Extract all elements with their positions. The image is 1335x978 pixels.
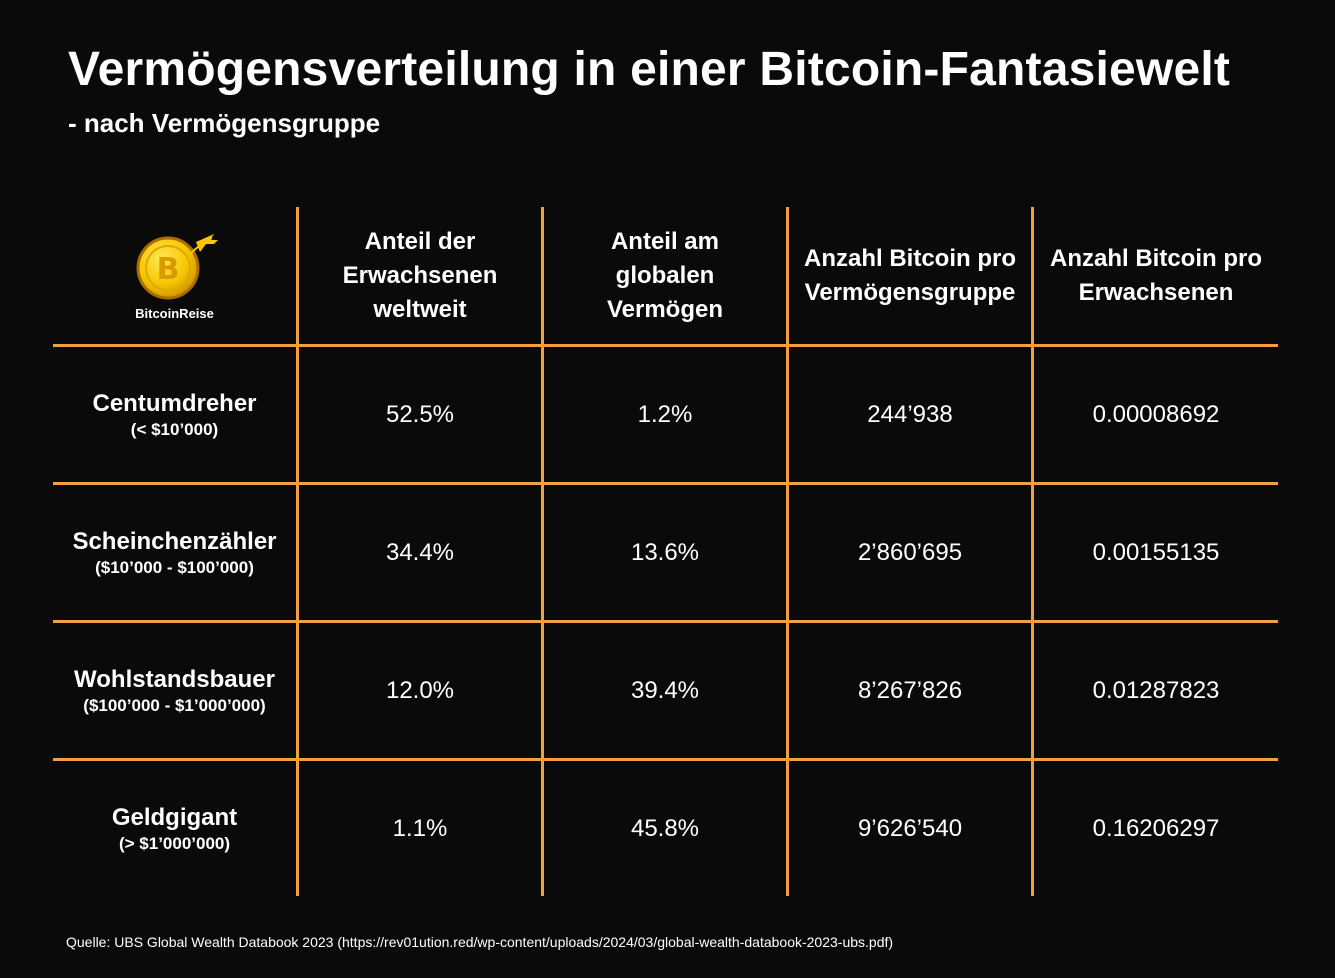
- row-divider: [53, 344, 1278, 347]
- group-name: Centumdreher: [92, 389, 257, 417]
- row-label-wohlstandsbauer: Wohlstandsbauer ($100’000 - $1’000’000): [53, 623, 296, 758]
- cell-value: 52.5%: [385, 400, 455, 428]
- row-label-geldgigant: Geldgigant (> $1’000’000): [53, 761, 296, 896]
- page-title: Vermögensverteilung in einer Bitcoin-Fan…: [68, 43, 1231, 96]
- cell-value: 0.16206297: [1092, 814, 1220, 842]
- group-range: ($100’000 - $1’000’000): [83, 695, 266, 715]
- source-citation: Quelle: UBS Global Wealth Databook 2023 …: [66, 934, 894, 950]
- column-divider: [786, 207, 789, 896]
- row-divider: [53, 758, 1278, 761]
- table-cell: 13.6%: [544, 485, 786, 620]
- header-label: Anzahl Bitcoin pro Vermögensgruppe: [804, 244, 1016, 306]
- page-subtitle: - nach Vermögensgruppe: [68, 108, 381, 138]
- table-cell: 8’267’826: [789, 623, 1031, 758]
- cell-value: 1.2%: [637, 400, 693, 428]
- table-cell: 45.8%: [544, 761, 786, 896]
- table-cell: 12.0%: [299, 623, 541, 758]
- table-cell: 0.01287823: [1034, 623, 1278, 758]
- column-divider: [541, 207, 544, 896]
- header-label: Anteil der Erwachsenen weltweit: [342, 227, 498, 323]
- table-cell: 0.00155135: [1034, 485, 1278, 620]
- cell-value: 8’267’826: [857, 676, 963, 704]
- table-cell: 9’626’540: [789, 761, 1031, 896]
- group-name: Wohlstandsbauer: [74, 665, 275, 693]
- row-label-scheinchenzaehler: Scheinchenzähler ($10’000 - $100’000): [53, 485, 296, 620]
- wealth-table: B BitcoinReise Anteil der Erwachsenen we…: [53, 207, 1278, 896]
- header-adult-share: Anteil der Erwachsenen weltweit: [299, 207, 541, 344]
- table-cell: 2’860’695: [789, 485, 1031, 620]
- table-cell: 1.2%: [544, 347, 786, 482]
- bitcoin-coin-icon: B: [136, 234, 218, 300]
- cell-value: 45.8%: [630, 814, 700, 842]
- header-btc-per-adult: Anzahl Bitcoin pro Erwachsenen: [1034, 207, 1278, 344]
- table-cell: 39.4%: [544, 623, 786, 758]
- svg-text:B: B: [156, 252, 179, 287]
- cell-value: 244’938: [867, 400, 953, 428]
- logo-cell: B BitcoinReise: [53, 207, 296, 344]
- header-wealth-share: Anteil am globalen Vermögen: [544, 207, 786, 344]
- group-range: (< $10’000): [130, 419, 219, 439]
- table-cell: 0.00008692: [1034, 347, 1278, 482]
- cell-value: 0.01287823: [1092, 676, 1220, 704]
- logo-text: BitcoinReise: [135, 306, 214, 321]
- group-range: (> $1’000’000): [118, 833, 231, 853]
- cell-value: 0.00008692: [1092, 400, 1220, 428]
- table-cell: 244’938: [789, 347, 1031, 482]
- cell-value: 34.4%: [385, 538, 455, 566]
- header-btc-per-group: Anzahl Bitcoin pro Vermögensgruppe: [789, 207, 1031, 344]
- group-name: Scheinchenzähler: [72, 527, 277, 555]
- header-label: Anteil am globalen Vermögen: [606, 227, 724, 323]
- row-label-centumdreher: Centumdreher (< $10’000): [53, 347, 296, 482]
- table-cell: 34.4%: [299, 485, 541, 620]
- cell-value: 1.1%: [392, 814, 448, 842]
- cell-value: 0.00155135: [1092, 538, 1220, 566]
- table-cell: 0.16206297: [1034, 761, 1278, 896]
- table-cell: 1.1%: [299, 761, 541, 896]
- group-name: Geldgigant: [111, 803, 238, 831]
- bitcoinreise-logo: B BitcoinReise: [130, 230, 220, 321]
- cell-value: 13.6%: [630, 538, 700, 566]
- cell-value: 2’860’695: [857, 538, 963, 566]
- column-divider: [1031, 207, 1034, 896]
- table-cell: 52.5%: [299, 347, 541, 482]
- cell-value: 39.4%: [630, 676, 700, 704]
- group-range: ($10’000 - $100’000): [95, 557, 254, 577]
- row-divider: [53, 620, 1278, 623]
- column-divider: [296, 207, 299, 896]
- cell-value: 12.0%: [385, 676, 455, 704]
- row-divider: [53, 482, 1278, 485]
- cell-value: 9’626’540: [857, 814, 963, 842]
- header-label: Anzahl Bitcoin pro Erwachsenen: [1050, 244, 1262, 306]
